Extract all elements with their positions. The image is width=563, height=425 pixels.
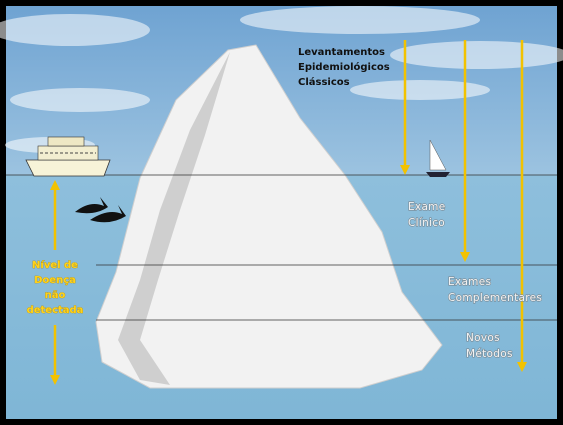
level-label: Exames [448, 276, 491, 288]
level-label: Levantamentos [298, 47, 385, 58]
slide: Levantamentos Epidemiológicos Clássicos … [0, 0, 563, 425]
undetected-label: Doença [34, 275, 76, 286]
level-label: Novos [466, 332, 500, 344]
undetected-label: detectada [27, 305, 84, 316]
page: Levantamentos Epidemiológicos Clássicos … [0, 0, 563, 425]
level-label: Métodos [466, 348, 513, 360]
undetected-label: Nível de [32, 259, 78, 271]
level-label: Epidemiológicos [298, 61, 390, 73]
level-label: Complementares [448, 292, 542, 304]
level-label: Clássicos [298, 76, 350, 88]
level-label: Exame [408, 201, 445, 213]
undetected-label: não [45, 290, 66, 301]
level-label: Clínico [408, 217, 445, 229]
